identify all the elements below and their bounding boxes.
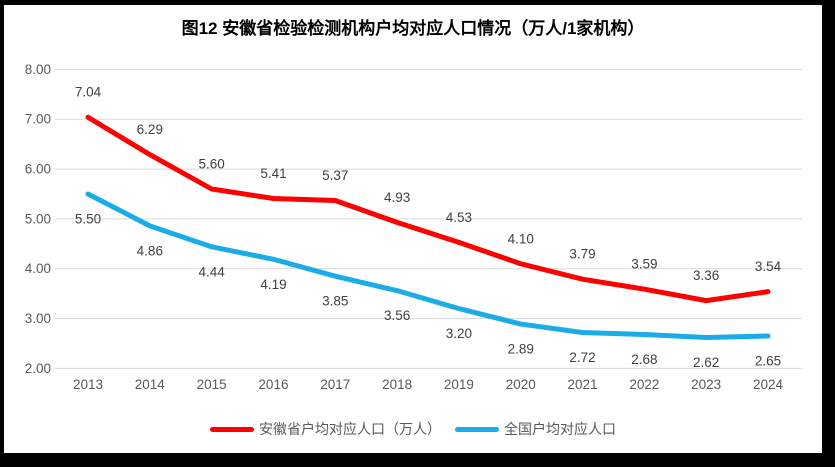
data-label: 4.86 [137, 243, 163, 258]
data-label: 3.36 [693, 268, 719, 283]
x-axis-tick-label: 2024 [753, 377, 784, 392]
legend-line-swatch-blue [455, 426, 499, 432]
x-axis-tick-label: 2016 [258, 377, 288, 392]
x-axis-tick-label: 2022 [629, 377, 659, 392]
data-label: 2.89 [508, 342, 534, 357]
data-label: 3.20 [446, 326, 472, 341]
data-label: 4.53 [446, 210, 472, 225]
y-axis-tick-label: 2.00 [25, 361, 51, 376]
y-axis-tick-label: 4.00 [25, 261, 51, 276]
x-axis-tick-label: 2023 [691, 377, 721, 392]
data-label: 7.04 [75, 85, 102, 100]
x-axis-tick-label: 2018 [382, 377, 412, 392]
data-label: 3.54 [755, 259, 782, 274]
x-axis-tick-label: 2015 [197, 377, 227, 392]
chart-legend: 安徽省户均对应人口（万人） 全国户均对应人口 [4, 419, 822, 439]
data-label: 3.59 [631, 257, 657, 272]
data-label: 3.79 [569, 247, 595, 262]
legend-item-national: 全国户均对应人口 [455, 419, 616, 439]
data-label: 3.85 [322, 294, 348, 309]
x-axis-tick-label: 2017 [320, 377, 350, 392]
data-label: 4.19 [260, 277, 286, 292]
y-axis-tick-label: 7.00 [25, 112, 51, 127]
data-label: 6.29 [137, 122, 163, 137]
legend-label-anhui: 安徽省户均对应人口（万人） [259, 421, 441, 437]
data-label: 4.10 [508, 231, 534, 246]
x-axis-tick-label: 2014 [135, 377, 166, 392]
y-axis-tick-label: 8.00 [25, 62, 51, 77]
legend-label-national: 全国户均对应人口 [504, 421, 616, 437]
data-label: 3.56 [384, 308, 410, 323]
data-label: 2.68 [631, 352, 657, 367]
data-label: 5.37 [322, 168, 348, 183]
data-label: 5.41 [260, 166, 286, 181]
series-line-0 [85, 114, 771, 304]
data-label: 2.65 [755, 354, 781, 369]
x-axis-tick-label: 2013 [73, 377, 103, 392]
data-label: 2.72 [569, 350, 595, 365]
y-axis-tick-label: 5.00 [25, 211, 51, 226]
data-label: 5.60 [198, 157, 224, 172]
y-axis-tick-label: 3.00 [25, 311, 51, 326]
chart-title: 图12 安徽省检验检测机构户均对应人口情况（万人/1家机构） [181, 19, 645, 38]
line-chart-plot: 2.00 3.00 4.00 5.00 6.00 7.00 8.00 2013 2014 2015… [25, 62, 802, 392]
x-axis-tick-label: 2019 [444, 377, 474, 392]
legend-item-anhui: 安徽省户均对应人口（万人） [210, 419, 441, 439]
data-label: 5.50 [75, 211, 101, 226]
series-line-1 [85, 191, 771, 341]
legend-line-swatch-red [210, 426, 254, 432]
y-axis-tick-label: 6.00 [25, 162, 51, 177]
data-label: 2.62 [693, 355, 719, 370]
x-axis-tick-label: 2020 [506, 377, 536, 392]
data-label: 4.44 [198, 264, 225, 279]
x-axis-tick-label: 2021 [568, 377, 598, 392]
data-label: 4.93 [384, 190, 410, 205]
